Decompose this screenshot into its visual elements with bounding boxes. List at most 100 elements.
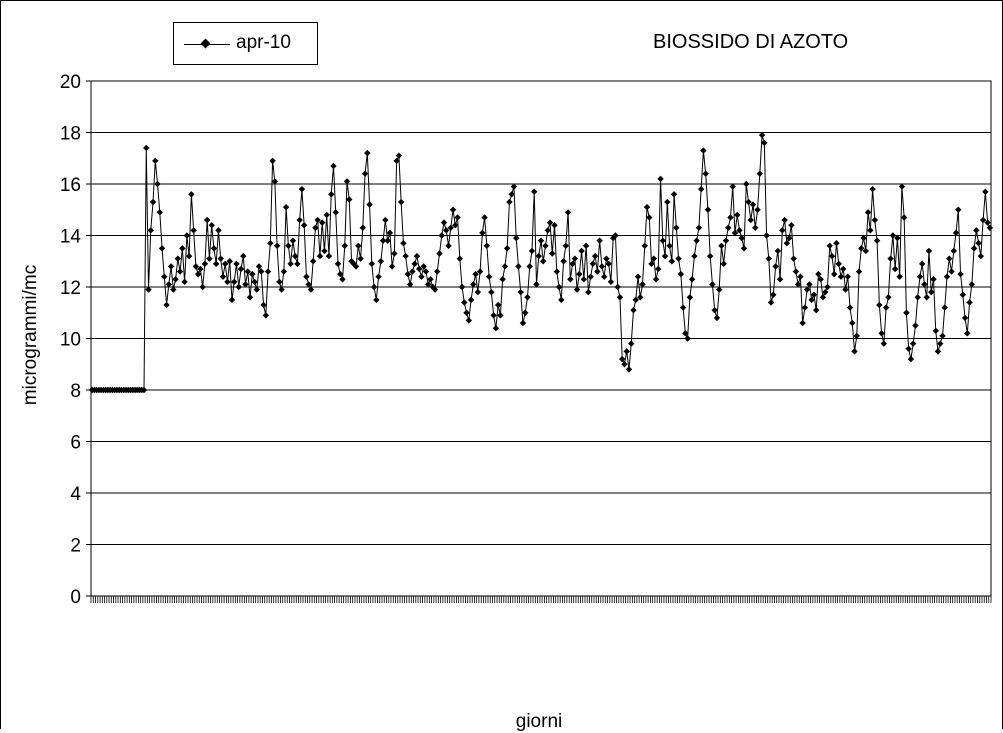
data-point [361, 170, 369, 177]
data-point [334, 260, 342, 268]
data-point [546, 219, 554, 226]
data-point [819, 294, 827, 301]
data-point [564, 209, 572, 216]
data-point [149, 198, 157, 206]
data-point [794, 281, 802, 288]
x-axis-title: giorni [515, 711, 563, 732]
data-point [591, 252, 599, 260]
data-point [684, 335, 691, 342]
data-point [937, 340, 944, 347]
data-point [788, 222, 795, 229]
data-point [900, 214, 908, 221]
data-point [537, 237, 545, 244]
data-point [427, 276, 434, 283]
data-point [659, 237, 667, 244]
data-point [212, 260, 220, 268]
data-point [436, 250, 443, 257]
data-point [296, 216, 303, 224]
data-point [835, 260, 842, 268]
data-point [573, 286, 581, 293]
data-point [206, 255, 213, 262]
data-point [542, 242, 549, 249]
data-point [600, 273, 608, 280]
data-point [803, 286, 811, 293]
data-point [959, 291, 967, 298]
data-point [634, 273, 642, 280]
data-point [756, 170, 763, 177]
data-point [727, 214, 734, 221]
data-point [921, 281, 928, 288]
data-point [165, 281, 173, 288]
data-point [934, 348, 942, 355]
data-point [664, 198, 671, 206]
data-point [305, 281, 312, 288]
data-point [449, 206, 457, 213]
data-point [657, 175, 664, 183]
data-point [898, 183, 906, 190]
data-point [661, 252, 669, 260]
data-point [219, 273, 227, 280]
y-axis-title: microgrammi/mc [20, 264, 41, 406]
data-point [145, 286, 152, 293]
data-point [743, 180, 750, 188]
data-point [587, 273, 594, 280]
data-point [903, 309, 910, 316]
legend-diamond-icon [200, 38, 211, 49]
data-point [339, 276, 346, 283]
data-point [167, 263, 175, 270]
data-point [235, 283, 242, 291]
y-tick-label: 2 [70, 536, 81, 557]
data-point [580, 276, 588, 283]
data-point [950, 247, 957, 255]
data-point [501, 263, 509, 270]
data-point [682, 330, 689, 337]
data-point [474, 288, 482, 296]
data-point [549, 250, 556, 257]
data-point [772, 263, 779, 270]
data-point [673, 224, 680, 231]
data-point [822, 288, 829, 296]
data-point [907, 355, 915, 363]
data-point [869, 185, 876, 193]
data-point [578, 247, 585, 255]
data-point [957, 270, 964, 278]
data-point [395, 152, 403, 159]
data-point [337, 270, 344, 278]
legend: apr-10 [173, 22, 318, 65]
data-point [625, 366, 633, 373]
y-tick-label: 6 [70, 433, 81, 454]
data-point [844, 273, 851, 280]
data-point [267, 240, 274, 247]
data-point [154, 180, 161, 188]
data-point [632, 296, 639, 304]
data-point [384, 237, 391, 244]
data-point [298, 185, 306, 193]
data-point [810, 291, 818, 298]
data-point [174, 255, 182, 262]
data-point [228, 296, 236, 304]
data-point [718, 242, 725, 249]
data-point [896, 273, 903, 280]
data-point [222, 260, 229, 268]
data-point [686, 294, 694, 301]
data-point [715, 286, 723, 293]
data-point [271, 178, 279, 185]
data-point [359, 224, 367, 231]
data-point [598, 263, 606, 270]
data-point [312, 224, 319, 231]
data-point [815, 270, 822, 278]
data-point [966, 299, 973, 306]
data-point [233, 260, 240, 268]
data-point [650, 255, 657, 262]
data-point [885, 294, 892, 301]
data-point [156, 209, 163, 216]
data-point [891, 265, 899, 273]
data-point [882, 304, 890, 311]
data-point [979, 216, 987, 224]
data-point [366, 201, 373, 208]
data-point [307, 286, 315, 293]
data-point [582, 242, 590, 249]
data-point [970, 245, 978, 252]
data-point [512, 234, 520, 242]
data-point [754, 206, 761, 213]
